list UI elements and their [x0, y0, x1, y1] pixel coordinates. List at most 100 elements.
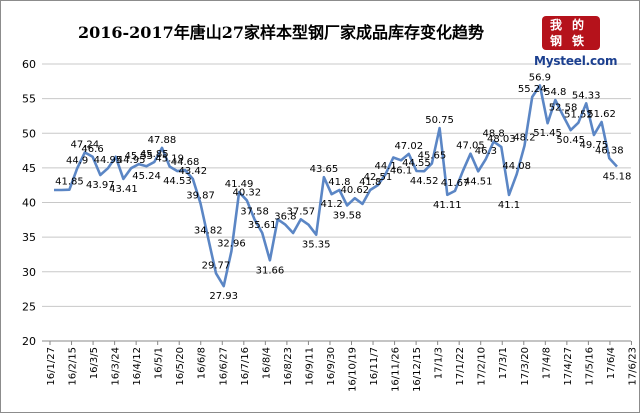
- y-tick-label: 30: [22, 266, 36, 279]
- data-label: 39.58: [333, 210, 362, 221]
- y-tick-label: 60: [22, 58, 36, 71]
- data-label: 46.3: [475, 146, 497, 157]
- data-label: 50.75: [425, 115, 454, 126]
- data-label: 44.53: [163, 176, 192, 187]
- data-label: 48.03: [487, 134, 516, 145]
- x-tick-label: 16/11/7: [369, 347, 380, 386]
- data-label: 40.62: [340, 185, 369, 196]
- data-labels: 41.8544.947.2446.643.9744.9543.4144.9545…: [55, 72, 631, 302]
- x-tick-label: 17/4/27: [563, 347, 574, 386]
- data-label: 41.85: [55, 177, 84, 188]
- data-label: 36.8: [274, 212, 296, 223]
- data-label: 54.33: [572, 90, 601, 101]
- x-tick-label: 16/4/12: [132, 347, 143, 386]
- y-tick-label: 40: [22, 197, 36, 210]
- y-tick-label: 25: [22, 300, 36, 313]
- data-label: 34.82: [194, 225, 223, 236]
- logo-char-2: 的: [572, 18, 585, 32]
- series-line: [54, 84, 618, 288]
- x-tick-label: 17/4/8: [541, 347, 552, 379]
- data-label: 45.85: [140, 149, 169, 160]
- data-label: 46.1: [390, 165, 412, 176]
- y-axis: 20 25 30 35 40 45 50 55 60: [22, 58, 36, 348]
- data-label: 27.93: [209, 291, 238, 302]
- data-label: 55.24: [518, 84, 547, 95]
- data-label: 44.95: [94, 155, 123, 166]
- logo-char-3: 钢: [550, 34, 563, 48]
- x-tick-label: 17/3/20: [520, 347, 531, 386]
- data-label: 47.88: [148, 135, 177, 146]
- x-tick-label: 17/6/23: [627, 347, 638, 386]
- x-tick-label: 16/3/5: [89, 347, 100, 379]
- data-label: 31.66: [256, 265, 285, 276]
- data-series: [54, 84, 618, 288]
- data-label: 44.1: [374, 161, 396, 172]
- x-tick-label: 16/10/19: [347, 347, 358, 392]
- data-label: 48.2: [513, 133, 535, 144]
- data-label: 47.05: [456, 141, 485, 152]
- data-label: 43.65: [310, 164, 339, 175]
- x-tick-label: 16/5/1: [154, 347, 165, 379]
- x-tick-label: 16/9/30: [326, 347, 337, 386]
- x-tick-label: 17/1/3: [434, 347, 445, 379]
- data-label: 40.32: [232, 187, 261, 198]
- data-label: 37.58: [240, 206, 269, 217]
- y-tick-label: 55: [22, 93, 36, 106]
- data-label: 44.08: [502, 161, 531, 172]
- mysteel-logo: 我 的 钢 铁 Mysteel.com: [534, 14, 618, 68]
- x-tick-label: 17/5/16: [584, 347, 595, 386]
- data-label: 43.41: [109, 184, 138, 195]
- x-tick-label: 16/5/20: [175, 347, 186, 386]
- data-label: 47.02: [394, 141, 423, 152]
- data-label: 46.38: [595, 145, 624, 156]
- x-tick-label: 16/6/8: [197, 347, 208, 379]
- data-label: 41.49: [225, 179, 254, 190]
- logo-seal: 我 的 钢 铁: [542, 16, 600, 50]
- data-label: 41.1: [498, 200, 520, 211]
- y-tick-label: 50: [22, 127, 36, 140]
- data-label: 51.62: [587, 109, 616, 120]
- x-tick-label: 16/9/11: [304, 347, 315, 386]
- data-label: 44.95: [117, 155, 146, 166]
- data-label: 41.8: [328, 177, 350, 188]
- data-label: 45.24: [132, 171, 161, 182]
- data-label: 43.42: [179, 166, 208, 177]
- data-label: 45.19: [155, 154, 184, 165]
- data-label: 49.75: [580, 140, 609, 151]
- x-tick-label: 16/8/23: [283, 347, 294, 386]
- x-tick-label: 17/6/4: [606, 347, 617, 379]
- data-label: 44.51: [464, 176, 493, 187]
- data-label: 46.6: [81, 144, 103, 155]
- data-label: 42.51: [364, 172, 393, 183]
- y-tick-label: 35: [22, 231, 36, 244]
- grid-lines: [42, 63, 631, 342]
- data-label: 44.52: [410, 176, 439, 187]
- logo-char-1: 我: [550, 18, 563, 32]
- data-label: 56.9: [529, 72, 551, 83]
- x-tick-label: 16/8/4: [261, 347, 272, 379]
- x-tick-label: 17/3/1: [498, 347, 509, 379]
- data-label: 48.8: [482, 129, 504, 140]
- data-label: 35.61: [248, 220, 277, 231]
- chart-title: 2016-2017年唐山27家样本型钢厂家成品库存变化趋势: [78, 23, 484, 42]
- data-label: 44.55: [402, 158, 431, 169]
- y-tick-label: 45: [22, 162, 36, 175]
- data-label: 32.96: [217, 238, 246, 249]
- data-label: 52.58: [549, 102, 578, 113]
- data-label: 35.35: [302, 240, 331, 251]
- data-label: 29.77: [202, 260, 231, 271]
- data-label: 41.67: [441, 178, 470, 189]
- x-tick-label: 16/11/26: [391, 347, 402, 392]
- data-label: 39.87: [186, 190, 215, 201]
- x-tick-label: 16/3/24: [111, 347, 122, 386]
- data-label: 43.97: [86, 180, 115, 191]
- x-tick-label: 16/1/27: [46, 347, 57, 386]
- data-label: 45.65: [418, 150, 447, 161]
- x-tick-label: 16/12/15: [412, 347, 423, 392]
- data-label: 51.52: [564, 110, 593, 121]
- y-tick-label: 20: [22, 335, 36, 348]
- data-label: 41.11: [433, 200, 462, 211]
- data-label: 54.8: [544, 87, 566, 98]
